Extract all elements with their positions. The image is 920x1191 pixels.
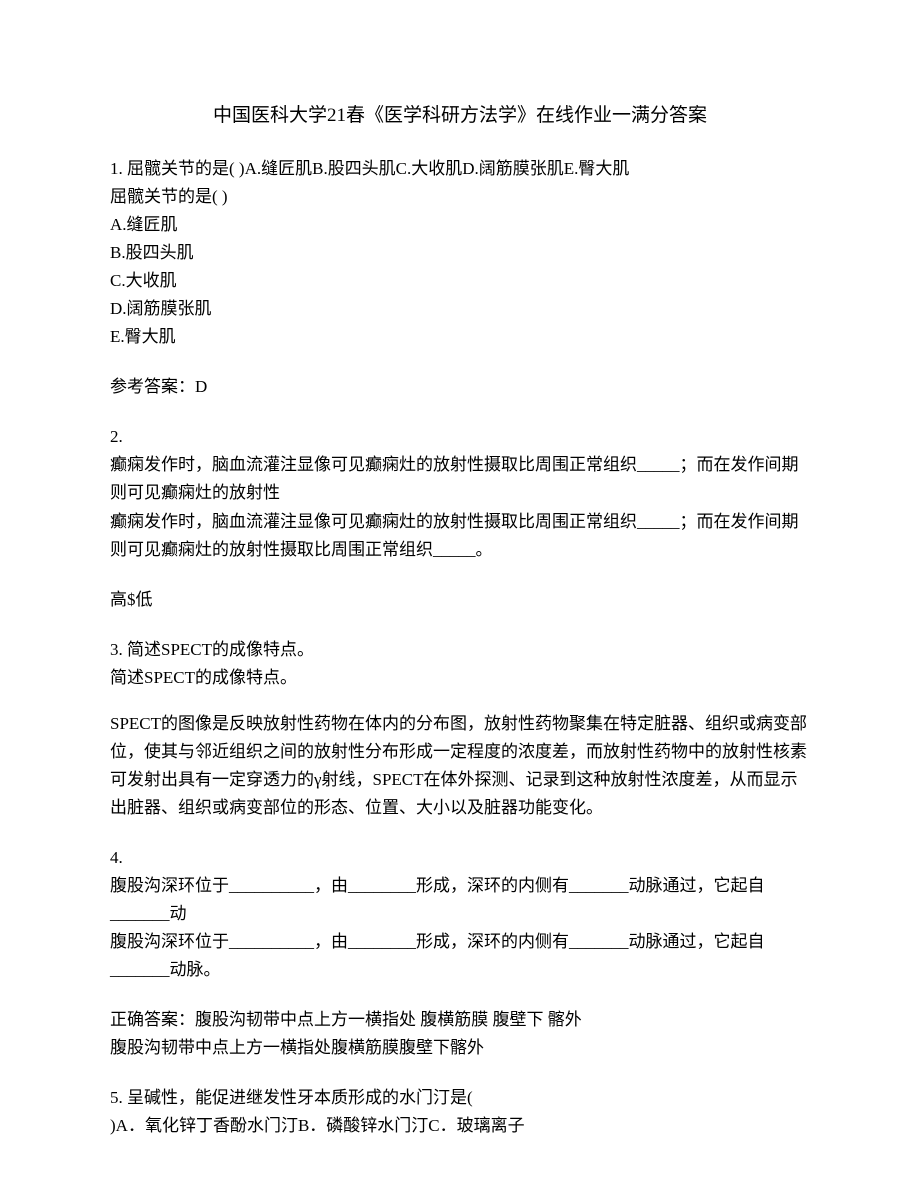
- q3-answer: SPECT的图像是反映放射性药物在体内的分布图，放射性药物聚集在特定脏器、组织或…: [110, 710, 810, 822]
- q4-answer1: 正确答案：腹股沟韧带中点上方一横指处 腹横筋膜 腹壁下 髂外: [110, 1006, 810, 1034]
- q3-answer-section: SPECT的图像是反映放射性药物在体内的分布图，放射性药物聚集在特定脏器、组织或…: [110, 710, 810, 822]
- document-title: 中国医科大学21春《医学科研方法学》在线作业一满分答案: [110, 100, 810, 127]
- q2-header: 2.: [110, 423, 810, 451]
- q3-header: 3. 简述SPECT的成像特点。: [110, 636, 810, 664]
- q1-option-e: E.臀大肌: [110, 323, 810, 351]
- q1-option-b: B.股四头肌: [110, 239, 810, 267]
- q4-answer-section: 正确答案：腹股沟韧带中点上方一横指处 腹横筋膜 腹壁下 髂外 腹股沟韧带中点上方…: [110, 1006, 810, 1062]
- q4-answer2: 腹股沟韧带中点上方一横指处腹横筋膜腹壁下髂外: [110, 1034, 810, 1062]
- q2-answer-section: 高$低: [110, 586, 810, 614]
- question-3: 3. 简述SPECT的成像特点。 简述SPECT的成像特点。: [110, 636, 810, 692]
- question-4: 4. 腹股沟深环位于__________，由________形成，深环的内侧有_…: [110, 844, 810, 984]
- q4-line2: 腹股沟深环位于__________，由________形成，深环的内侧有____…: [110, 928, 810, 984]
- q1-option-c: C.大收肌: [110, 267, 810, 295]
- q1-option-d: D.阔筋膜张肌: [110, 295, 810, 323]
- q1-answer-section: 参考答案：D: [110, 373, 810, 401]
- q1-header: 1. 屈髋关节的是( )A.缝匠肌B.股四头肌C.大收肌D.阔筋膜张肌E.臀大肌: [110, 155, 810, 183]
- question-5: 5. 呈碱性，能促进继发性牙本质形成的水门汀是( )A．氧化锌丁香酚水门汀B．磷…: [110, 1084, 810, 1140]
- q2-line2: 癫痫发作时，脑血流灌注显像可见癫痫灶的放射性摄取比周围正常组织_____；而在发…: [110, 508, 810, 564]
- q5-line2: )A．氧化锌丁香酚水门汀B．磷酸锌水门汀C．玻璃离子: [110, 1112, 810, 1140]
- question-1: 1. 屈髋关节的是( )A.缝匠肌B.股四头肌C.大收肌D.阔筋膜张肌E.臀大肌…: [110, 155, 810, 351]
- q4-header: 4.: [110, 844, 810, 872]
- q3-sub: 简述SPECT的成像特点。: [110, 664, 810, 692]
- question-2: 2. 癫痫发作时，脑血流灌注显像可见癫痫灶的放射性摄取比周围正常组织_____；…: [110, 423, 810, 563]
- q2-answer: 高$低: [110, 586, 810, 614]
- q1-answer: 参考答案：D: [110, 373, 810, 401]
- q5-header: 5. 呈碱性，能促进继发性牙本质形成的水门汀是(: [110, 1084, 810, 1112]
- q2-line1: 癫痫发作时，脑血流灌注显像可见癫痫灶的放射性摄取比周围正常组织_____；而在发…: [110, 451, 810, 507]
- q1-sub: 屈髋关节的是( ): [110, 183, 810, 211]
- q1-option-a: A.缝匠肌: [110, 211, 810, 239]
- q4-line1: 腹股沟深环位于__________，由________形成，深环的内侧有____…: [110, 872, 810, 928]
- document-content: 1. 屈髋关节的是( )A.缝匠肌B.股四头肌C.大收肌D.阔筋膜张肌E.臀大肌…: [110, 155, 810, 1140]
